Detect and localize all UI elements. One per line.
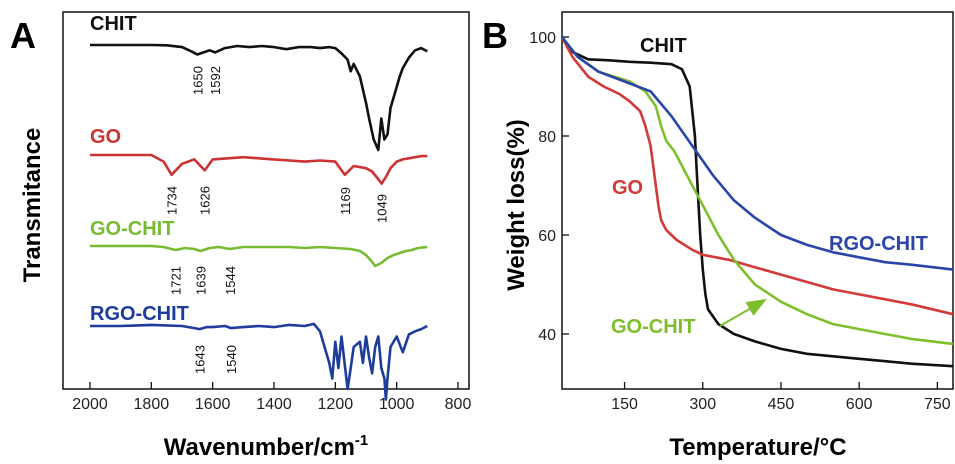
panel-a-series-go — [90, 153, 428, 185]
panel-b-ylabel: Weight loss(%) — [503, 119, 530, 291]
panel-a-plot: 2000 1800 1600 1400 1200 1000 800 CHIT 1650 1592 G… — [72, 13, 471, 413]
panel-a-peak-label: 1540 — [224, 345, 239, 374]
panel-b-go-chit-arrow — [719, 298, 767, 327]
panel-a-xtick-label: 1000 — [379, 396, 415, 413]
panel-a-xtick-label: 800 — [445, 396, 472, 413]
panel-b-xlabel: Temperature/°C — [669, 434, 846, 461]
panel-b-frame — [561, 11, 954, 390]
panel-a-peak-label: 1734 — [165, 186, 180, 215]
panel-b-xtick-label: 600 — [846, 396, 873, 413]
panel-b-series-rgo-chit — [560, 36, 954, 271]
panel-a-series-label-chit: CHIT — [90, 13, 137, 35]
panel-b-series-chit — [560, 36, 954, 368]
panel-a-peak-label: 1643 — [193, 345, 208, 374]
panel-a-xtick-label: 1200 — [318, 396, 354, 413]
panel-a-series-label-go-chit: GO-CHIT — [90, 218, 174, 240]
panel-a-peak-label: 1639 — [194, 266, 209, 295]
panel-a-series-label-go: GO — [90, 126, 121, 148]
panel-a-peak-label: 1592 — [208, 66, 223, 95]
panel-a-peak-label: 1721 — [169, 266, 184, 295]
panel-b-series-label-go-chit: GO-CHIT — [611, 316, 695, 338]
panel-a-series-go-chit — [90, 244, 428, 268]
panel-b-series-label-chit: CHIT — [640, 35, 687, 57]
panel-b-ytick-label: 80 — [538, 129, 556, 146]
panel-a-xlabel-main: Wavenumber/cm — [164, 434, 355, 461]
panel-a-xtick-label: 1600 — [195, 396, 231, 413]
panel-a-xtick-label: 2000 — [72, 396, 108, 413]
panel-b-series-label-go: GO — [612, 177, 643, 199]
panel-b-series-go-chit — [560, 36, 954, 346]
panel-a-peak-label: 1049 — [375, 194, 390, 223]
panel-b-xtick-label: 750 — [924, 396, 951, 413]
panel-a-xtick-label: 1400 — [256, 396, 292, 413]
panel-b-series-label-rgo-chit: RGO-CHIT — [829, 233, 928, 255]
panel-a-xtick-label: 1800 — [134, 396, 170, 413]
panel-b-ytick-label: 40 — [538, 327, 556, 344]
panel-b-plot: 150 300 450 600 750 40 60 80 100 CHIT GO GO-CHIT RGO… — [529, 30, 954, 413]
panel-a-peak-label: 1650 — [190, 66, 205, 95]
panel-a-peak-label: 1544 — [223, 266, 238, 295]
panel-b-xtick-label: 450 — [768, 396, 795, 413]
panel-a-series-rgo-chit — [90, 322, 428, 401]
panel-b-series-go — [560, 36, 954, 316]
panel-b-ytick-label: 100 — [529, 30, 556, 47]
panel-a-frame — [62, 11, 470, 390]
panel-a-peak-label: 1626 — [198, 186, 213, 215]
panel-b-xtick-label: 150 — [611, 396, 638, 413]
panel-a-xlabel: Wavenumber/cm-1 — [164, 432, 369, 461]
panel-a-letter: A — [10, 15, 36, 56]
panel-a-series-label-rgo-chit: RGO-CHIT — [90, 303, 189, 325]
panel-b-xtick-label: 300 — [689, 396, 716, 413]
panel-a-ylabel: Transmitance — [19, 128, 46, 283]
panel-b-ytick-label: 60 — [538, 228, 556, 245]
panel-a-peak-label: 1169 — [338, 187, 353, 215]
panel-a-xlabel-sup: -1 — [355, 432, 368, 449]
panel-b-letter: B — [482, 15, 508, 56]
panel-a-series-chit — [90, 43, 428, 152]
